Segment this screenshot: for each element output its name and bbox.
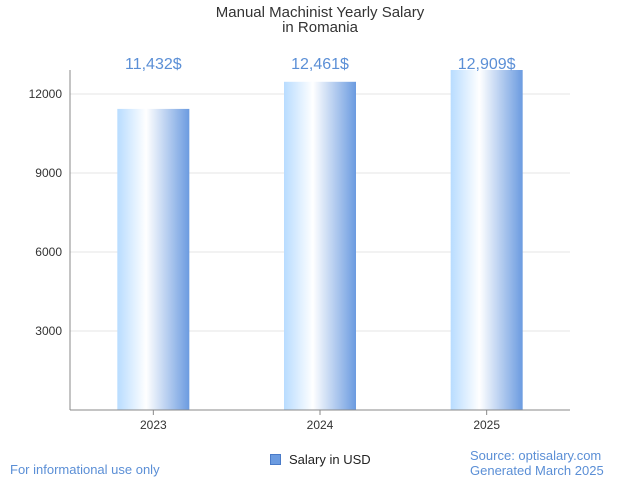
y-tick-label-6000: 6000 bbox=[35, 245, 62, 259]
x-tick-label-2024: 2024 bbox=[307, 418, 334, 432]
chart-title-line1: Manual Machinist Yearly Salary bbox=[215, 4, 425, 21]
chart-title-line2: in Romania bbox=[282, 19, 358, 36]
footer-generated: Generated March 2025 bbox=[470, 463, 604, 478]
chart-legend: Salary in USD bbox=[270, 452, 371, 467]
data-label-2023: 11,432$ bbox=[125, 56, 182, 73]
data-label-2025: 12,909$ bbox=[458, 56, 516, 73]
y-tick-label-3000: 3000 bbox=[35, 324, 62, 338]
data-label-2024: 12,461$ bbox=[291, 56, 349, 73]
bar-2024 bbox=[284, 81, 356, 410]
x-tick-label-2025: 2025 bbox=[473, 418, 500, 432]
x-tick-label-2023: 2023 bbox=[140, 418, 167, 432]
y-tick-label-9000: 9000 bbox=[35, 166, 62, 180]
legend-label: Salary in USD bbox=[289, 452, 371, 467]
footer-disclaimer: For informational use only bbox=[10, 462, 160, 477]
footer-source: Source: optisalary.com bbox=[470, 448, 602, 463]
bar-2025 bbox=[450, 70, 523, 410]
legend-swatch bbox=[270, 454, 281, 465]
y-tick-label-12000: 12000 bbox=[29, 87, 63, 101]
bar-2023 bbox=[117, 108, 190, 410]
